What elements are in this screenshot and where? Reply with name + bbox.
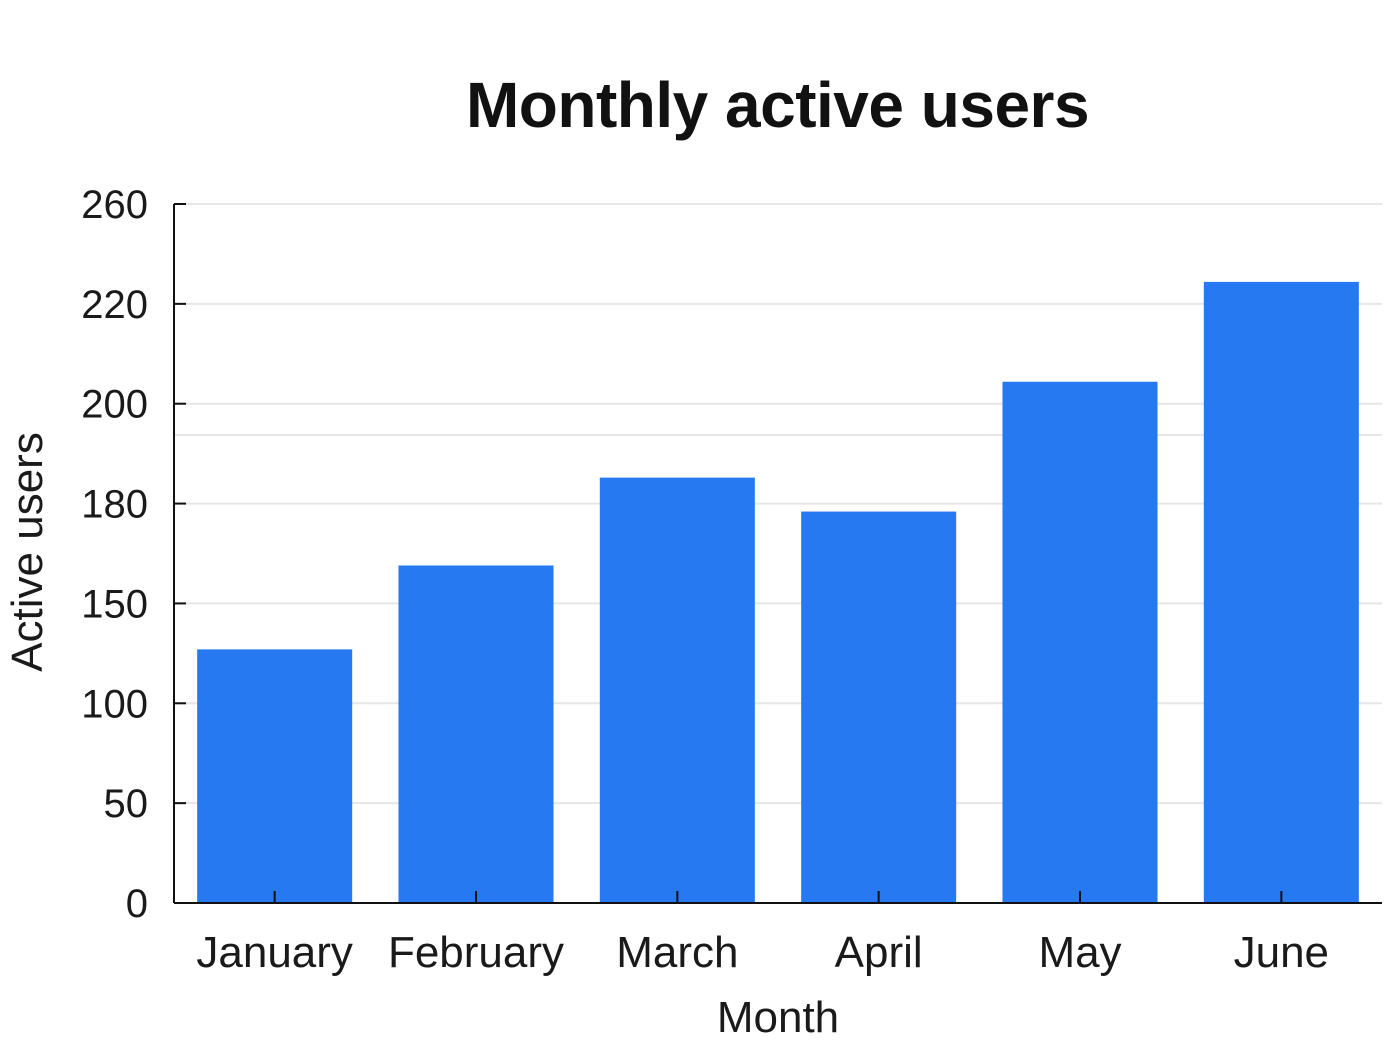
bar-february <box>398 565 554 903</box>
x-tick-label: March <box>616 928 738 977</box>
bar-january <box>197 649 353 903</box>
y-tick-label: 200 <box>81 383 148 427</box>
y-tick-label: 50 <box>104 782 149 826</box>
x-tick-label: February <box>388 928 564 977</box>
x-axis-title: Month <box>717 993 839 1042</box>
bar-march <box>599 477 755 903</box>
y-axis-title: Active users <box>3 432 52 672</box>
bar-may <box>1002 381 1158 903</box>
bar-june <box>1203 281 1359 904</box>
y-tick-label: 150 <box>81 582 148 626</box>
y-tick-label: 0 <box>126 882 148 926</box>
chart-title: Monthly active users <box>465 69 1090 141</box>
y-tick-label: 180 <box>81 483 148 527</box>
y-tick-label: 100 <box>81 682 148 726</box>
y-tick-label: 260 <box>81 183 148 227</box>
bars <box>197 281 1359 904</box>
y-tick-labels: 0 50 100 150 180 200 220 260 <box>81 183 148 926</box>
x-tick-label: May <box>1038 928 1121 977</box>
y-tick-label: 220 <box>81 283 148 327</box>
x-tick-label: June <box>1234 928 1329 977</box>
grid-lines <box>174 203 1382 904</box>
x-tick-labels: January February March April May June <box>196 928 1329 977</box>
x-tick-label: January <box>196 928 353 977</box>
x-tick-label: April <box>835 928 923 977</box>
bar-april <box>801 511 957 903</box>
